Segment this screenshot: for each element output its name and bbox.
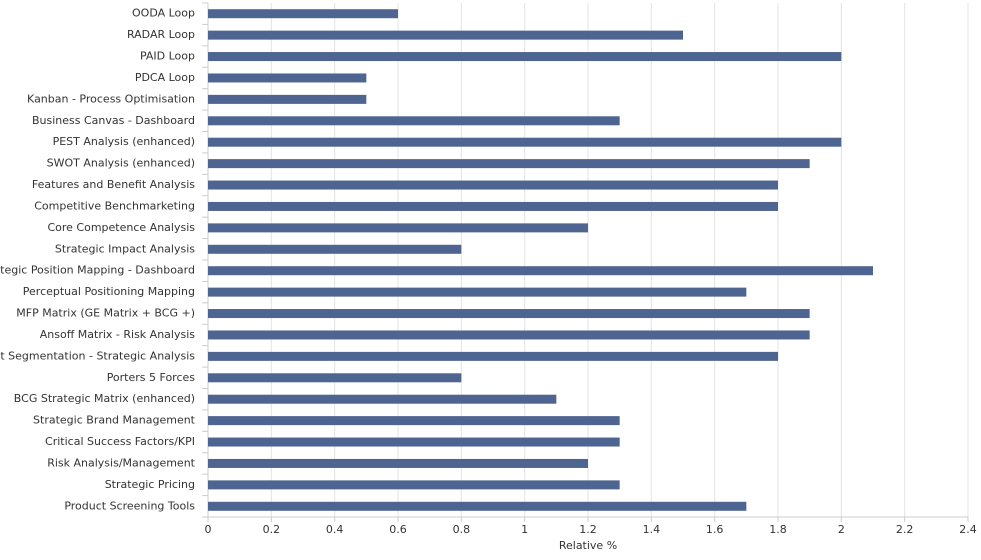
bar <box>208 159 810 169</box>
x-tick-label: 2 <box>838 523 845 536</box>
bar <box>208 373 462 383</box>
y-tick-label: OODA Loop <box>132 7 195 20</box>
y-tick-label: PAID Loop <box>140 50 195 63</box>
y-tick-label: Risk Analysis/Management <box>47 456 195 469</box>
y-tick-label: RADAR Loop <box>127 28 195 41</box>
y-tick-label: Core Competence Analysis <box>47 221 195 234</box>
bar <box>208 201 778 211</box>
bar <box>208 30 683 40</box>
x-tick-label: 2.2 <box>896 523 914 536</box>
bar <box>208 244 462 254</box>
bar <box>208 52 842 62</box>
y-tick-label: SWOT Analysis (enhanced) <box>47 157 195 170</box>
bar <box>208 223 588 233</box>
bar <box>208 73 367 83</box>
bar <box>208 137 842 147</box>
x-tick-label: 1.2 <box>579 523 597 536</box>
bar <box>208 501 747 511</box>
y-tick-label: Business Canvas - Dashboard <box>32 114 195 127</box>
y-tick-label: Critical Success Factors/KPI <box>45 435 195 448</box>
y-tick-label: Strategic Position Mapping - Dashboard <box>0 264 195 277</box>
bar <box>208 9 398 19</box>
y-tick-label: Strategic Impact Analysis <box>55 242 195 255</box>
y-tick-label: Strategic Brand Management <box>33 414 196 427</box>
bar <box>208 480 620 490</box>
bar <box>208 180 778 190</box>
y-tick-label: PEST Analysis (enhanced) <box>53 135 195 148</box>
y-tick-label: Features and Benefit Analysis <box>32 178 195 191</box>
bar <box>208 266 873 276</box>
x-tick-label: 2.4 <box>959 523 977 536</box>
bar <box>208 287 747 297</box>
x-tick-label: 1.6 <box>706 523 724 536</box>
x-tick-label: 0 <box>205 523 212 536</box>
y-tick-label: Kanban - Process Optimisation <box>27 92 195 105</box>
y-tick-label: Perceptual Positioning Mapping <box>23 285 195 298</box>
x-tick-label: 1.8 <box>769 523 787 536</box>
x-axis-title: Relative % <box>559 539 617 552</box>
y-tick-label: Ansoff Matrix - Risk Analysis <box>40 328 196 341</box>
x-tick-label: 0.2 <box>263 523 281 536</box>
y-tick-label: Strategic Pricing <box>105 478 195 491</box>
bar <box>208 116 620 126</box>
y-tick-label: PDCA Loop <box>135 71 195 84</box>
y-tick-label: BCG Strategic Matrix (enhanced) <box>14 392 195 405</box>
bar <box>208 416 620 426</box>
y-tick-label: MFP Matrix (GE Matrix + BCG +) <box>16 307 195 320</box>
x-tick-label: 0.4 <box>326 523 344 536</box>
bar <box>208 309 810 319</box>
x-tick-label: 1 <box>521 523 528 536</box>
y-tick-label: Product Screening Tools <box>64 499 195 512</box>
y-tick-label: Porters 5 Forces <box>107 371 196 384</box>
bar <box>208 437 620 447</box>
bar <box>208 330 810 340</box>
y-tick-label: Market Segmentation - Strategic Analysis <box>0 349 195 362</box>
x-tick-label: 1.4 <box>643 523 661 536</box>
bar <box>208 351 778 361</box>
bar <box>208 94 367 104</box>
y-tick-label: Competitive Benchmarketing <box>34 199 195 212</box>
bar <box>208 458 588 468</box>
x-tick-label: 0.6 <box>389 523 407 536</box>
bar <box>208 394 557 404</box>
x-tick-label: 0.8 <box>453 523 471 536</box>
